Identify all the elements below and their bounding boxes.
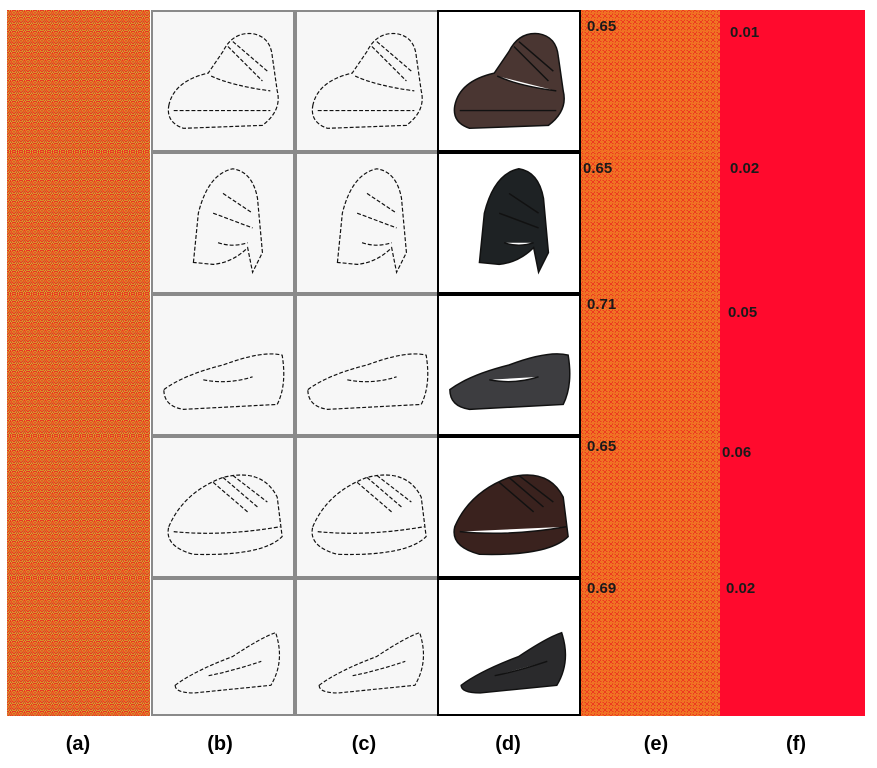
oxford-shoe-icon xyxy=(453,32,565,130)
score-e-row-2: 0.65 xyxy=(583,160,613,177)
shoe-photo-row-1 xyxy=(437,10,581,152)
score-e-row-4: 0.65 xyxy=(587,438,617,455)
shoe-sketch-icon xyxy=(311,474,427,556)
noise-image-row-5 xyxy=(7,578,150,716)
score-e-row-3: 0.71 xyxy=(587,296,617,313)
label-d: (d) xyxy=(495,733,521,755)
shoe-photo-row-4 xyxy=(437,436,581,578)
shoe-sketch-icon xyxy=(336,168,408,275)
noise-image-row-2 xyxy=(7,152,150,294)
score-e-row-1: 0.65 xyxy=(587,18,617,35)
noise-image-row-3 xyxy=(7,294,150,436)
map-f-row-1: 0.01 xyxy=(720,10,865,152)
label-c: (c) xyxy=(351,733,377,755)
sketch-b-row-3 xyxy=(151,294,295,436)
map-f-row-5: 0.02 xyxy=(720,578,865,716)
label-f: (f) xyxy=(786,733,806,755)
flat-shoe-icon xyxy=(460,631,567,694)
sketch-c-row-5 xyxy=(295,578,439,716)
shoe-sketch-icon xyxy=(163,353,285,410)
shoe-sketch-icon xyxy=(174,631,281,694)
score-f-row-1: 0.01 xyxy=(730,24,760,41)
shoe-sketch-icon xyxy=(192,168,264,275)
shoe-sketch-icon xyxy=(167,474,283,556)
shoe-sketch-icon xyxy=(318,631,425,694)
high-heel-shoe-icon xyxy=(478,168,550,275)
heatmap-e-row-5: 0.69 xyxy=(581,578,720,716)
score-f-row-4: 0.06 xyxy=(722,444,752,461)
sketch-b-row-4 xyxy=(151,436,295,578)
heatmap-e-row-4: 0.65 xyxy=(581,436,720,578)
sketch-c-row-4 xyxy=(295,436,439,578)
heatmap-e-row-2: 0.65 xyxy=(581,152,720,294)
score-f-row-3: 0.05 xyxy=(728,304,758,321)
heatmap-e-row-3: 0.71 xyxy=(581,294,720,436)
sketch-b-row-1 xyxy=(151,10,295,152)
noise-image-row-4 xyxy=(7,436,150,578)
map-f-row-2: 0.02 xyxy=(720,152,865,294)
shoe-sketch-icon xyxy=(311,32,423,129)
sketch-c-row-1 xyxy=(295,10,439,152)
shoe-sketch-icon xyxy=(307,353,429,410)
shoe-photo-row-3 xyxy=(437,294,581,436)
sketch-c-row-2 xyxy=(295,152,439,294)
label-a: (a) xyxy=(65,733,91,755)
score-f-row-2: 0.02 xyxy=(730,160,760,177)
lace-up-shoe-icon xyxy=(453,474,569,556)
map-f-row-3: 0.05 xyxy=(720,294,865,436)
noise-image-row-1 xyxy=(7,10,150,152)
flat-loafer-icon xyxy=(449,353,571,411)
sketch-b-row-2 xyxy=(151,152,295,294)
label-b: (b) xyxy=(207,733,233,755)
sketch-b-row-5 xyxy=(151,578,295,716)
map-f-row-4: 0.06 xyxy=(720,436,865,578)
score-f-row-5: 0.02 xyxy=(726,580,756,597)
heatmap-e-row-1: 0.65 xyxy=(581,10,720,152)
sketch-c-row-3 xyxy=(295,294,439,436)
score-e-row-5: 0.69 xyxy=(587,580,617,597)
label-e: (e) xyxy=(643,733,669,755)
shoe-sketch-icon xyxy=(167,32,279,129)
shoe-photo-row-5 xyxy=(437,578,581,716)
shoe-photo-row-2 xyxy=(437,152,581,294)
